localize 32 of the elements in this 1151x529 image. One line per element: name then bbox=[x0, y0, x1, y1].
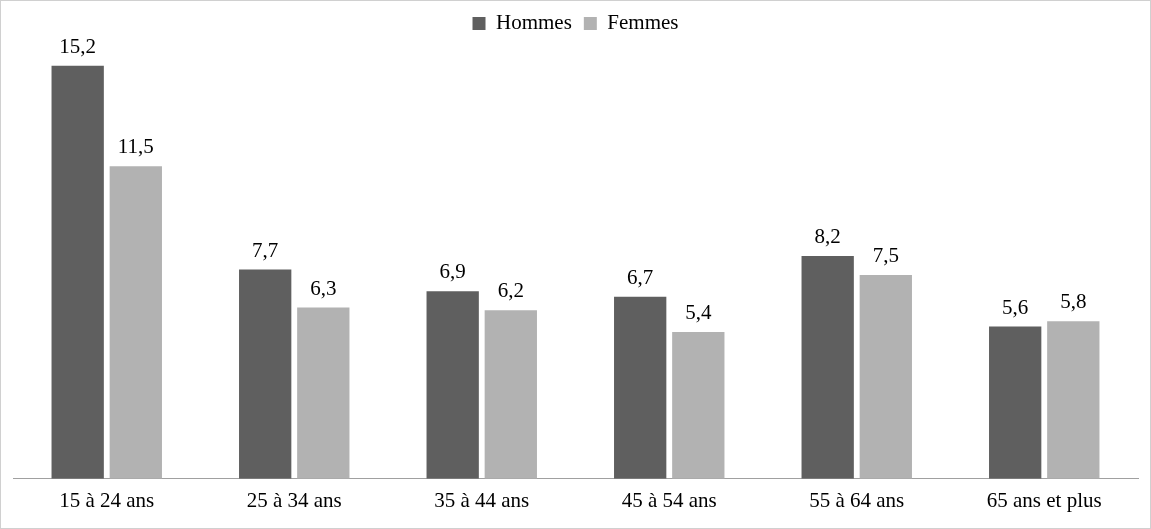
x-tick-label: 25 à 34 ans bbox=[246, 487, 342, 512]
data-label: 11,5 bbox=[117, 134, 154, 159]
bar bbox=[426, 291, 479, 479]
bar bbox=[297, 307, 350, 479]
data-label: 8,2 bbox=[814, 223, 841, 248]
data-label: 6,9 bbox=[439, 259, 466, 284]
bar bbox=[859, 274, 912, 479]
x-tick-label: 65 ans et plus bbox=[986, 487, 1102, 512]
bar bbox=[801, 255, 854, 479]
bar bbox=[51, 65, 104, 479]
legend-label: Femmes bbox=[607, 10, 679, 35]
data-label: 6,7 bbox=[627, 264, 654, 289]
data-label: 5,8 bbox=[1060, 289, 1087, 314]
x-tick-label: 55 à 64 ans bbox=[809, 487, 905, 512]
x-tick-label: 45 à 54 ans bbox=[621, 487, 717, 512]
data-label: 5,4 bbox=[685, 300, 712, 325]
bar bbox=[672, 332, 725, 479]
bar bbox=[109, 166, 162, 479]
bar bbox=[239, 269, 292, 479]
bar bbox=[614, 296, 667, 479]
data-label: 6,2 bbox=[497, 278, 524, 303]
bar bbox=[1047, 321, 1100, 479]
data-label: 7,7 bbox=[252, 237, 279, 262]
data-label: 15,2 bbox=[59, 33, 97, 58]
bar bbox=[989, 326, 1042, 479]
x-tick-label: 15 à 24 ans bbox=[59, 487, 155, 512]
legend-label: Hommes bbox=[496, 10, 572, 35]
x-tick-label: 35 à 44 ans bbox=[434, 487, 530, 512]
data-label: 7,5 bbox=[872, 243, 899, 267]
data-label: 5,6 bbox=[1002, 294, 1029, 319]
bar bbox=[484, 310, 537, 479]
data-label: 6,3 bbox=[310, 275, 337, 300]
